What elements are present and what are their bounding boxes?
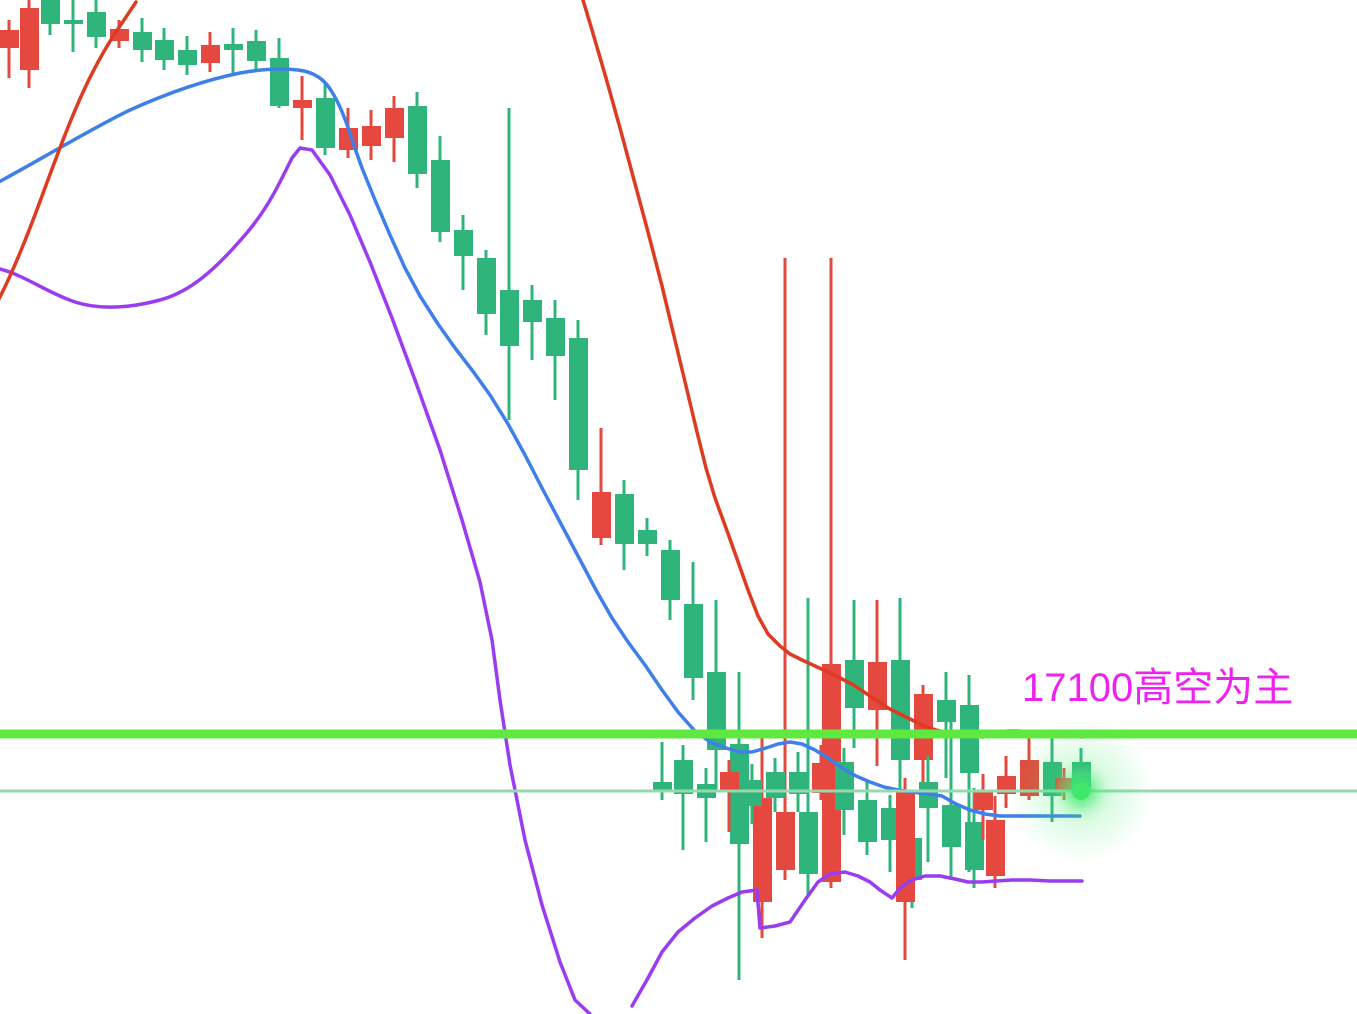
candle: [546, 300, 565, 400]
candle: [986, 796, 1005, 888]
candle: [569, 320, 588, 500]
candle: [178, 36, 197, 75]
candle: [20, 0, 39, 88]
lower-bollinger-band-right-segment: [630, 870, 1084, 1008]
candle: [615, 480, 634, 570]
candle: [707, 600, 726, 790]
candle: [454, 215, 473, 290]
upper-bollinger-band-line: [0, 0, 138, 301]
candle: [638, 518, 657, 556]
candle: [684, 562, 703, 700]
candle: [0, 20, 19, 78]
candle: [64, 0, 83, 52]
candle: [385, 96, 404, 162]
middle-bollinger-band-line: [0, 67, 1082, 818]
candle: [431, 136, 450, 242]
candle: [201, 32, 220, 72]
candle: [270, 38, 289, 108]
candle: [661, 540, 680, 620]
candle: [937, 672, 956, 778]
candle: [881, 795, 900, 872]
candle: [41, 0, 60, 35]
price-target-annotation: 17100高空为主: [1022, 666, 1294, 710]
candle: [477, 250, 496, 335]
candle: [155, 28, 174, 70]
current-price-marker[interactable]: [1072, 782, 1090, 800]
candle: [224, 28, 243, 75]
candles-layer: [0, 0, 1091, 980]
candle: [293, 76, 312, 140]
candle: [753, 735, 772, 938]
candle: [500, 108, 519, 420]
candle: [408, 92, 427, 188]
candle: [896, 778, 915, 960]
candle: [592, 428, 611, 545]
candle: [868, 600, 887, 766]
candle: [789, 752, 808, 812]
candle: [845, 600, 864, 748]
candle: [316, 82, 335, 155]
candle: [247, 30, 266, 70]
candle: [133, 18, 152, 62]
candle: [362, 110, 381, 160]
candle: [730, 672, 749, 980]
lower-bollinger-band-line: [0, 146, 592, 1014]
candle: [674, 745, 693, 850]
candle: [523, 285, 542, 360]
candle: [743, 764, 762, 824]
candle: [720, 760, 739, 832]
candle: [87, 0, 106, 48]
candle: [697, 768, 716, 842]
candle: [974, 774, 993, 840]
